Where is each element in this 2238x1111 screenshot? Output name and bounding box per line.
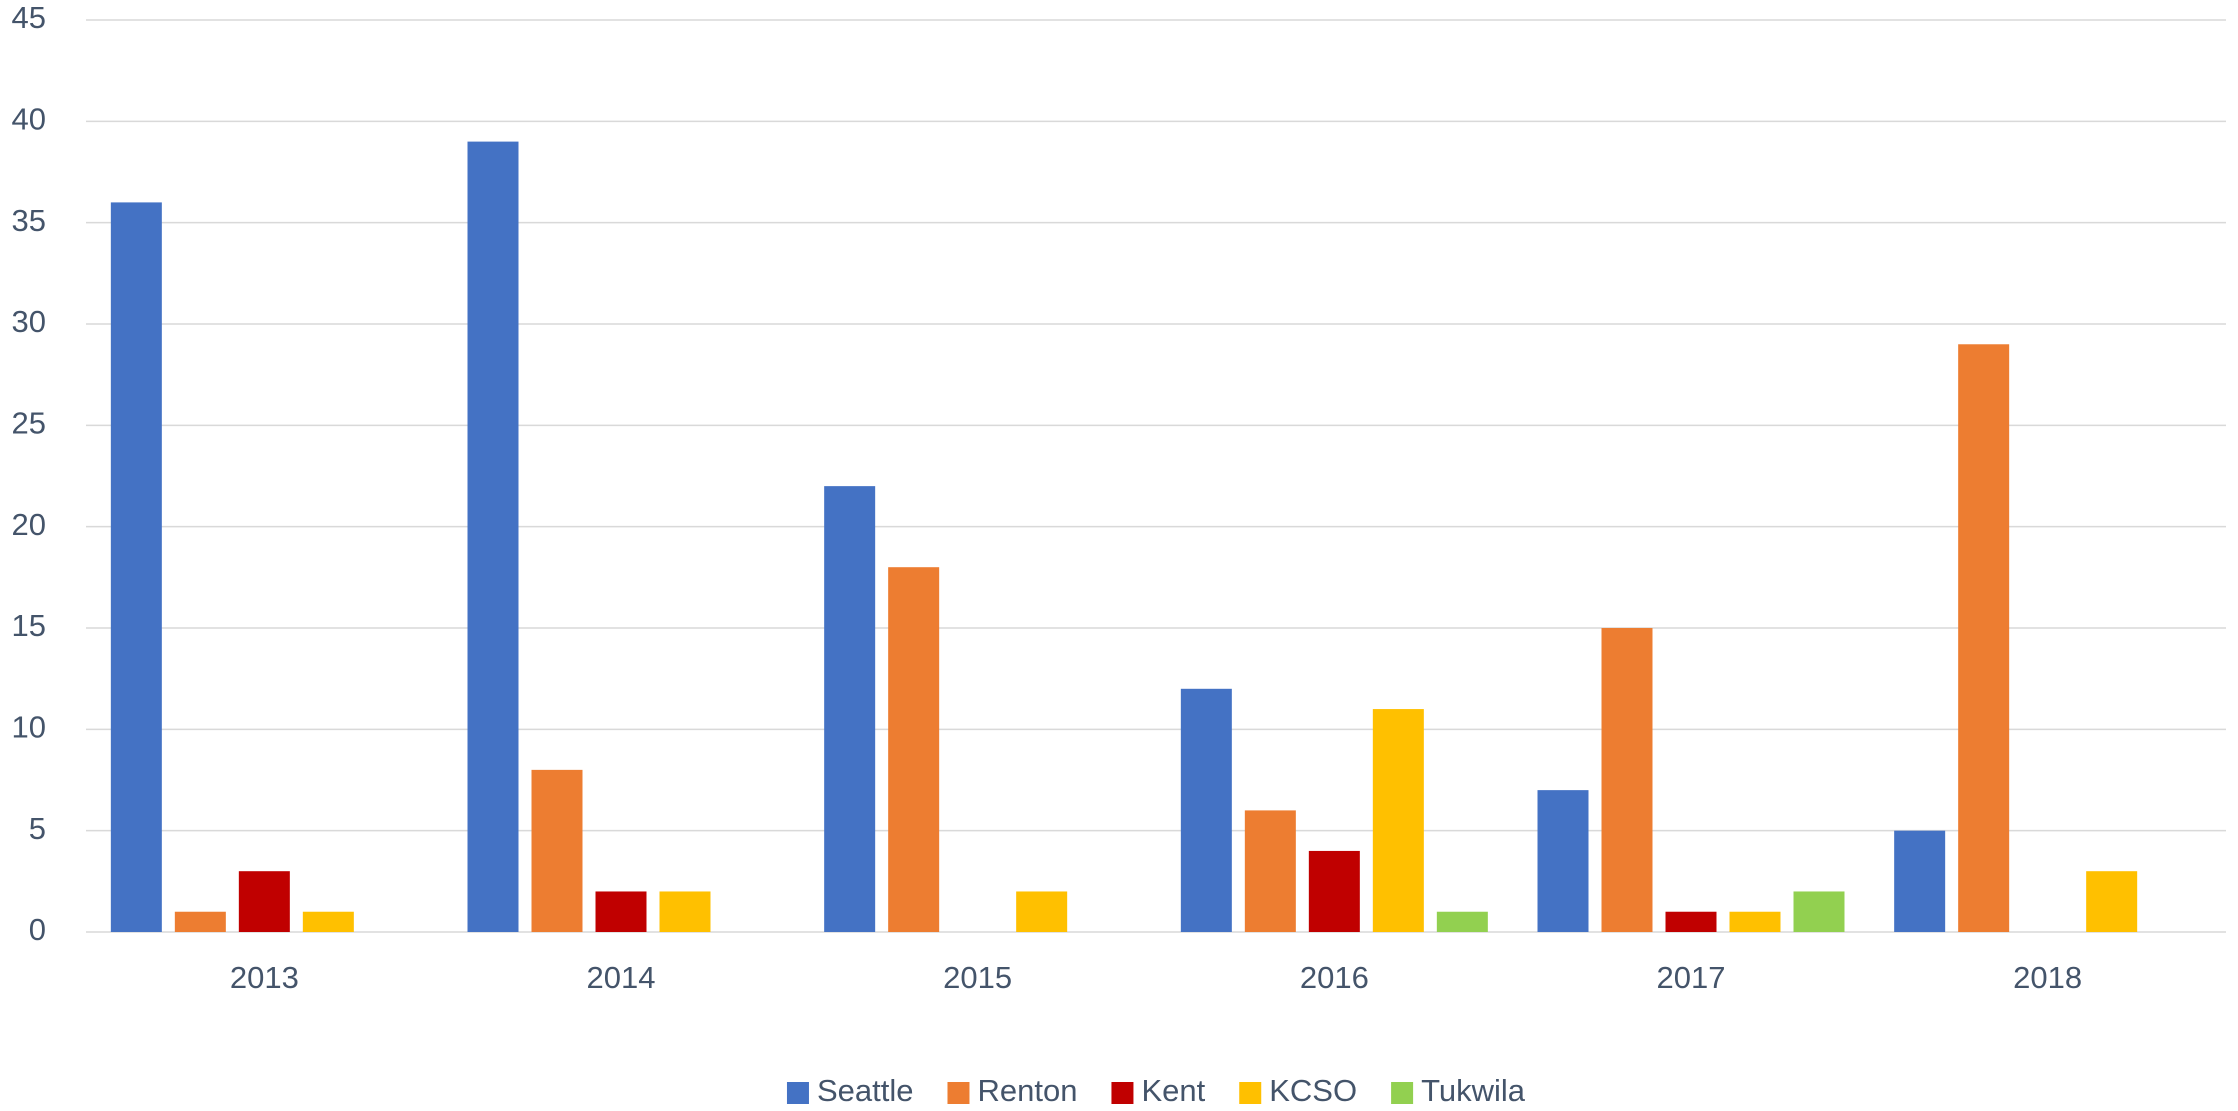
legend-label: Seattle bbox=[817, 1073, 914, 1108]
x-tick-label: 2013 bbox=[230, 960, 299, 995]
x-tick-label: 2018 bbox=[2013, 960, 2082, 995]
bar bbox=[2086, 871, 2138, 932]
y-tick-label: 5 bbox=[29, 811, 46, 846]
legend-label: Kent bbox=[1141, 1073, 1205, 1108]
bar bbox=[1601, 628, 1653, 932]
y-tick-label: 25 bbox=[12, 406, 46, 441]
bar bbox=[1793, 891, 1845, 932]
bar bbox=[174, 911, 226, 932]
bar bbox=[824, 486, 876, 932]
bar bbox=[302, 911, 354, 932]
bar bbox=[1244, 810, 1296, 932]
y-tick-label: 40 bbox=[12, 102, 46, 137]
x-tick-label: 2016 bbox=[1300, 960, 1369, 995]
bar bbox=[1729, 911, 1781, 932]
bar bbox=[467, 141, 519, 933]
legend-swatch bbox=[786, 1082, 809, 1104]
y-tick-label: 0 bbox=[29, 912, 46, 947]
x-tick-label: 2015 bbox=[943, 960, 1012, 995]
bar bbox=[1016, 891, 1068, 932]
y-tick-label: 30 bbox=[12, 304, 46, 339]
bar bbox=[1372, 709, 1424, 932]
bar bbox=[1436, 911, 1488, 932]
bar bbox=[1894, 830, 1946, 932]
bar bbox=[659, 891, 711, 932]
bar bbox=[531, 769, 583, 932]
x-tick-label: 2014 bbox=[587, 960, 656, 995]
legend-swatch bbox=[1239, 1082, 1262, 1104]
bar bbox=[595, 891, 647, 932]
y-tick-label: 15 bbox=[12, 608, 46, 643]
bar bbox=[110, 202, 162, 932]
legend-label: Renton bbox=[977, 1073, 1077, 1108]
bar bbox=[1958, 344, 2010, 932]
bar bbox=[1537, 790, 1589, 932]
legend-label: KCSO bbox=[1269, 1073, 1357, 1108]
legend-swatch bbox=[1391, 1082, 1414, 1104]
y-tick-label: 20 bbox=[12, 507, 46, 542]
bar bbox=[1180, 688, 1232, 932]
bar bbox=[1308, 850, 1360, 932]
bar bbox=[888, 567, 940, 932]
y-tick-label: 35 bbox=[12, 203, 46, 238]
legend-swatch bbox=[947, 1082, 970, 1104]
bar bbox=[238, 871, 290, 932]
bar bbox=[1665, 911, 1717, 932]
x-tick-label: 2017 bbox=[1657, 960, 1726, 995]
y-tick-label: 45 bbox=[12, 0, 46, 35]
legend-label: Tukwila bbox=[1421, 1073, 1526, 1108]
legend-swatch bbox=[1111, 1082, 1134, 1104]
y-tick-label: 10 bbox=[12, 710, 46, 745]
